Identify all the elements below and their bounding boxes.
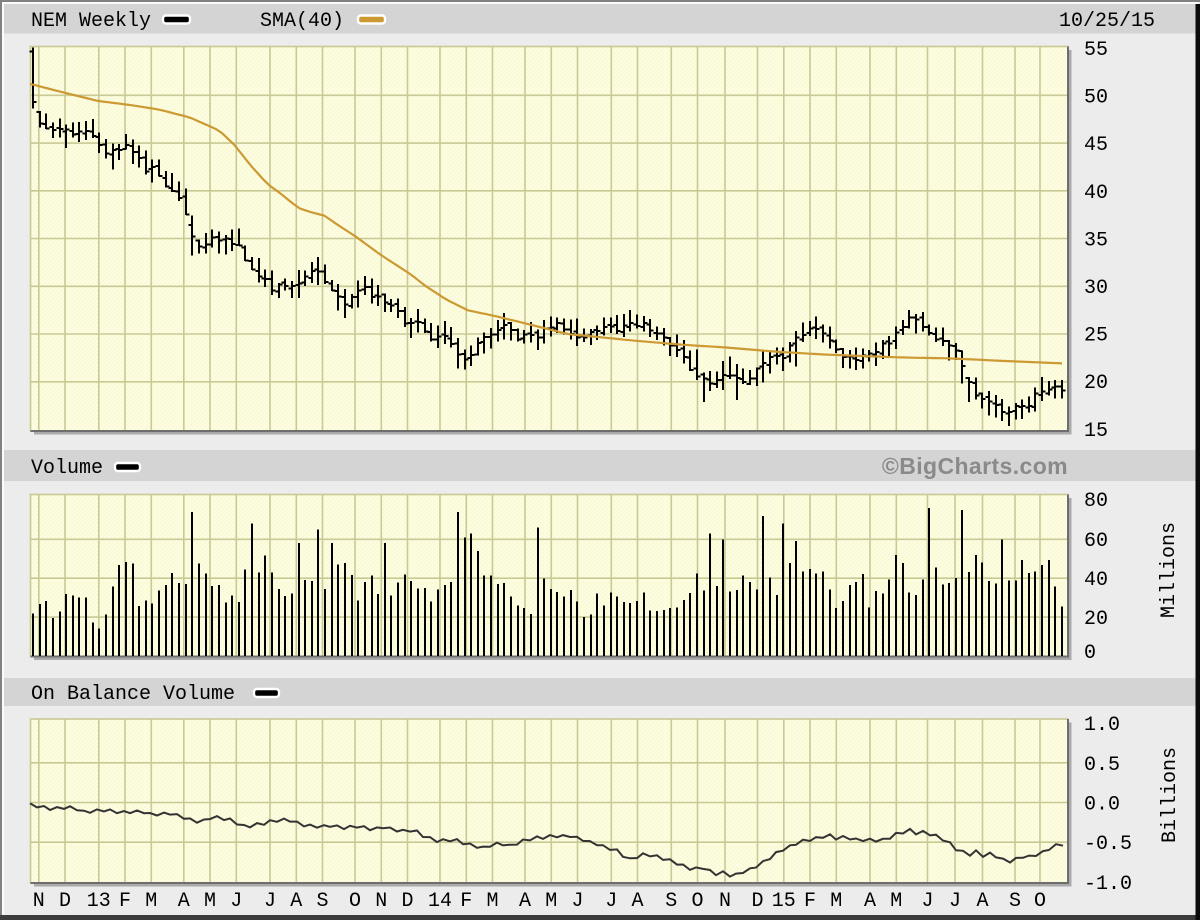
svg-text:M: M — [486, 890, 498, 913]
svg-text:©BigCharts.com: ©BigCharts.com — [882, 453, 1068, 479]
svg-text:J: J — [264, 890, 276, 913]
svg-text:O: O — [691, 890, 703, 913]
svg-text:A: A — [976, 890, 988, 913]
svg-text:J: J — [921, 890, 933, 913]
svg-text:F: F — [804, 890, 816, 913]
svg-text:M: M — [830, 890, 842, 913]
svg-text:0.0: 0.0 — [1084, 794, 1120, 817]
svg-text:A: A — [631, 890, 643, 913]
svg-text:20: 20 — [1084, 608, 1108, 631]
svg-text:0: 0 — [1084, 642, 1096, 665]
svg-text:M: M — [204, 890, 216, 913]
svg-text:0.5: 0.5 — [1084, 754, 1120, 777]
svg-text:D: D — [751, 890, 763, 913]
svg-text:40: 40 — [1084, 569, 1108, 592]
svg-text:On Balance Volume: On Balance Volume — [31, 683, 235, 706]
svg-text:14: 14 — [428, 890, 452, 913]
svg-text:80: 80 — [1084, 490, 1108, 513]
svg-text:10/25/15: 10/25/15 — [1059, 10, 1155, 33]
svg-text:-1.0: -1.0 — [1084, 873, 1132, 896]
svg-text:S: S — [316, 890, 328, 913]
svg-text:A: A — [864, 890, 876, 913]
svg-text:60: 60 — [1084, 530, 1108, 553]
svg-text:30: 30 — [1084, 277, 1108, 300]
svg-text:O: O — [349, 890, 361, 913]
svg-text:D: D — [59, 890, 71, 913]
svg-text:N: N — [33, 890, 45, 913]
svg-text:J: J — [571, 890, 583, 913]
svg-text:A: A — [290, 890, 302, 913]
svg-text:J: J — [605, 890, 617, 913]
svg-text:O: O — [1034, 890, 1046, 913]
svg-text:M: M — [545, 890, 557, 913]
svg-text:25: 25 — [1084, 325, 1108, 348]
svg-text:15: 15 — [1084, 420, 1108, 443]
svg-text:NEM Weekly: NEM Weekly — [31, 10, 151, 33]
svg-text:J: J — [949, 890, 961, 913]
svg-text:SMA(40): SMA(40) — [260, 10, 344, 33]
svg-text:-0.5: -0.5 — [1084, 833, 1132, 856]
svg-text:Millions: Millions — [1158, 522, 1181, 618]
svg-text:Volume: Volume — [31, 457, 103, 480]
svg-text:50: 50 — [1084, 87, 1108, 110]
svg-text:Billions: Billions — [1159, 747, 1182, 843]
svg-text:J: J — [230, 890, 242, 913]
svg-text:A: A — [519, 890, 531, 913]
svg-text:F: F — [460, 890, 472, 913]
svg-text:20: 20 — [1084, 372, 1108, 395]
svg-text:N: N — [375, 890, 387, 913]
svg-text:S: S — [665, 890, 677, 913]
svg-text:M: M — [890, 890, 902, 913]
svg-text:1.0: 1.0 — [1084, 714, 1120, 737]
svg-text:F: F — [119, 890, 131, 913]
svg-text:35: 35 — [1084, 230, 1108, 253]
svg-text:13: 13 — [87, 890, 111, 913]
svg-text:45: 45 — [1084, 134, 1108, 157]
svg-text:40: 40 — [1084, 182, 1108, 205]
svg-text:A: A — [178, 890, 190, 913]
svg-text:55: 55 — [1084, 39, 1108, 62]
svg-text:M: M — [145, 890, 157, 913]
svg-text:15: 15 — [772, 890, 796, 913]
svg-text:D: D — [401, 890, 413, 913]
svg-text:N: N — [719, 890, 731, 913]
svg-text:S: S — [1009, 890, 1021, 913]
